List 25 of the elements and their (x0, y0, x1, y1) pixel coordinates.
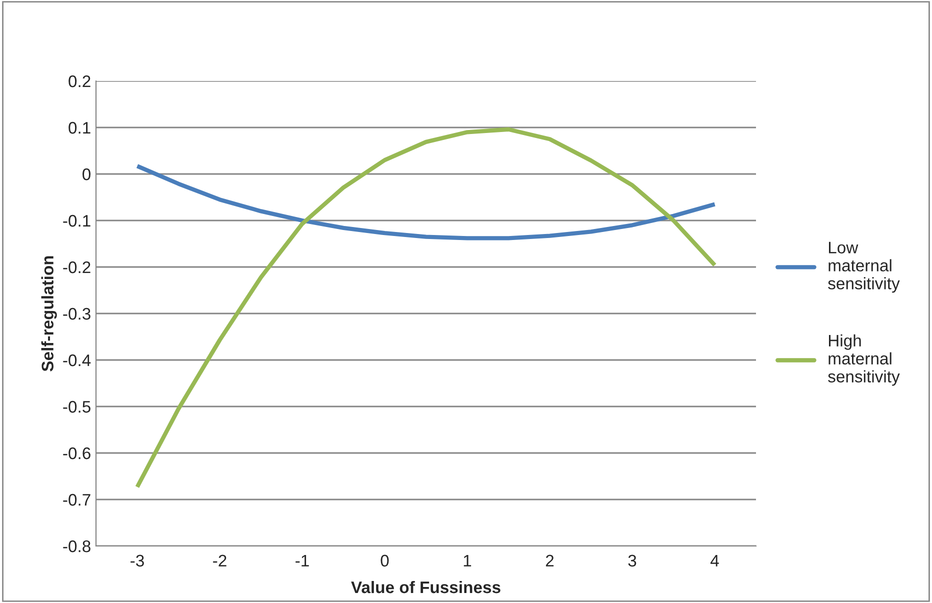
y-tick-label: -0.8 (63, 540, 90, 552)
line-series (135, 164, 717, 240)
legend-label: Low maternal sensitivity (828, 242, 900, 293)
x-tick-label: 3 (628, 554, 636, 567)
y-tick-label: 0.1 (68, 122, 90, 134)
x-tick-label: -1 (296, 554, 309, 566)
y-tick-label: -0.6 (63, 447, 90, 460)
y-tick-label: -0.4 (63, 354, 91, 366)
x-tick-label: 4 (710, 554, 719, 566)
x-tick-label: 1 (464, 554, 472, 566)
y-tick-label: 0 (82, 168, 90, 180)
legend-label: High maternal sensitivity (828, 334, 900, 386)
y-axis-title: Self-regulation (41, 256, 57, 372)
y-tick-label: -0.7 (63, 494, 90, 506)
x-tick-label: 2 (546, 554, 554, 566)
y-tick-label: -0.2 (63, 261, 90, 274)
x-tick-label: -2 (213, 554, 226, 566)
y-tick-label: -0.5 (63, 400, 90, 413)
x-tick-label: 0 (380, 554, 389, 567)
line-series (135, 127, 717, 490)
x-tick-label: -3 (130, 554, 144, 567)
y-tick-label: 0.2 (68, 75, 90, 88)
y-tick-label: -0.1 (63, 214, 90, 227)
y-tick-label: -0.3 (63, 308, 90, 320)
x-axis-title: Value of Fussiness (351, 580, 500, 594)
